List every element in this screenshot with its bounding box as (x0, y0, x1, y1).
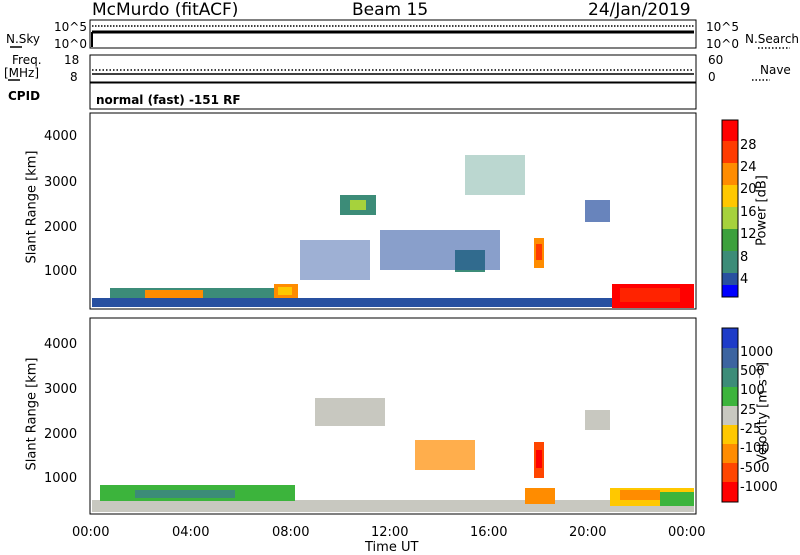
power-patch-1600 (465, 155, 525, 195)
power-ytick-4000: 4000 (44, 129, 78, 144)
velocity-ytick-3000: 3000 (44, 382, 78, 397)
power-cb-seg-6 (722, 251, 738, 273)
power-cb-seg-2 (722, 163, 738, 185)
velocity-gs-1100 (315, 398, 385, 426)
nave-label: Nave (760, 63, 791, 77)
vel-cb-seg-0 (722, 328, 738, 348)
freq-right-tick-high: 60 (708, 53, 724, 67)
velocity-ytick-2000: 2000 (44, 427, 78, 442)
freq-left-tick-low: 8 (70, 70, 78, 84)
vel-cb-tick-minus500: -500 (740, 461, 770, 476)
vel-cb-tick-minus1000: -1000 (740, 480, 778, 495)
power-panel (89, 112, 697, 310)
velocity-colorbar (721, 327, 739, 503)
noise-left-tick-low: 10^0 (54, 37, 87, 51)
vel-cb-seg-4 (722, 406, 738, 425)
vel-cb-tick-100: 100 (740, 383, 765, 398)
freq-left-tick-high: 18 (64, 53, 80, 67)
power-cb-tick-16: 16 (740, 205, 757, 220)
power-cb-tick-24: 24 (740, 160, 757, 175)
power-ytick-1000: 1000 (44, 264, 78, 279)
power-cb-seg-8 (722, 285, 738, 297)
power-patch-0800b (278, 287, 292, 295)
power-cb-tick-20: 20 (740, 182, 757, 197)
vel-cb-frame (721, 327, 739, 503)
power-patch-1720b (536, 244, 542, 260)
freq-label-line1: Freq. (12, 53, 42, 67)
noise-panel-frame (89, 19, 697, 49)
vel-cb-tick-500: 500 (740, 364, 765, 379)
power-cb-seg-7 (722, 273, 738, 285)
power-cb-seg-5 (722, 229, 738, 251)
velocity-green-2300 (660, 492, 694, 506)
vel-cb-seg-6 (722, 444, 738, 463)
power-patch-1100b (350, 200, 366, 210)
velocity-orange-1700 (525, 488, 555, 504)
vel-cb-seg-5 (722, 425, 738, 444)
freq-panel-frame (89, 54, 697, 83)
velocity-panel (89, 317, 697, 515)
noise-search-label: N.Search (745, 32, 800, 46)
velocity-dark-band (135, 490, 235, 498)
cpid-value: normal (fast) -151 RF (96, 93, 241, 107)
velocity-red-1720b (536, 450, 542, 468)
power-patch-0900 (300, 240, 370, 280)
noise-right-tick-low: 10^0 (706, 37, 739, 51)
xtick-4: 16:00 (470, 525, 508, 540)
noise-sky-label: N.Sky (6, 32, 41, 46)
freq-right-tick-low: 0 (708, 70, 716, 84)
power-patch-0400 (145, 290, 203, 298)
power-cb-tick-4: 4 (740, 272, 749, 287)
xtick-5: 20:00 (569, 525, 607, 540)
noise-right-tick-high: 10^5 (706, 20, 739, 34)
xtick-6: 00:00 (668, 525, 706, 540)
date-title: 24/Jan/2019 (588, 0, 691, 20)
vel-cb-tick-minus25: -25 (740, 422, 762, 437)
velocity-gs-2000 (585, 410, 610, 430)
vel-cb-seg-2 (722, 368, 738, 387)
freq-label-line2: [MHz] (4, 66, 40, 80)
cpid-panel-frame (89, 82, 697, 110)
xtick-0: 00:00 (72, 525, 110, 540)
power-ytick-2000: 2000 (44, 220, 78, 235)
power-patch-2000 (585, 200, 610, 222)
power-cb-seg-0 (722, 120, 738, 141)
power-cb-tick-12: 12 (740, 227, 757, 242)
vel-cb-seg-1 (722, 348, 738, 368)
velocity-ground-band (92, 500, 694, 512)
vel-cb-seg-3 (722, 387, 738, 406)
xtick-2: 08:00 (272, 525, 310, 540)
power-colorbar (721, 119, 739, 298)
noise-left-tick-high: 10^5 (54, 20, 87, 34)
power-cb-seg-4 (722, 207, 738, 229)
power-ytick-3000: 3000 (44, 175, 78, 190)
power-cb-tick-28: 28 (740, 138, 757, 153)
cpid-label: CPID (8, 89, 41, 103)
vel-cb-seg-7 (722, 463, 738, 482)
vel-cb-tick-minus100: -100 (740, 441, 770, 456)
power-cb-tick-8: 8 (740, 250, 749, 265)
vel-cb-tick-1000: 1000 (740, 345, 774, 360)
xtick-3: 12:00 (371, 525, 409, 540)
station-title: McMurdo (fitACF) (92, 0, 239, 20)
power-patch-1500 (380, 230, 500, 270)
power-patch-2200b (620, 288, 680, 302)
velocity-ytick-1000: 1000 (44, 471, 78, 486)
power-cb-seg-1 (722, 141, 738, 163)
power-ground-scatter-band (92, 298, 694, 307)
power-cb-frame (721, 119, 739, 298)
xtick-1: 04:00 (172, 525, 210, 540)
velocity-orange-2200b (620, 490, 660, 500)
beam-title: Beam 15 (352, 0, 429, 20)
xlabel: Time UT (365, 540, 419, 555)
power-cb-seg-3 (722, 185, 738, 207)
vel-cb-tick-25: 25 (740, 403, 757, 418)
vel-cb-seg-8 (722, 482, 738, 502)
velocity-orange-1400 (415, 440, 475, 470)
velocity-ytick-4000: 4000 (44, 337, 78, 352)
